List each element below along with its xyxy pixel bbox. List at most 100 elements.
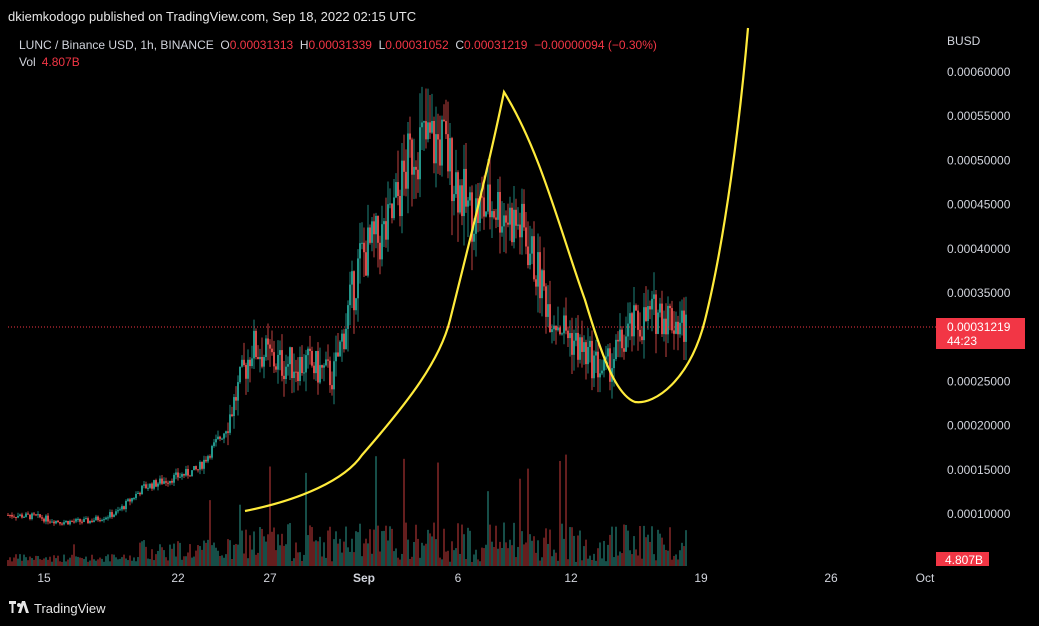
volume-bar bbox=[355, 531, 357, 566]
candle-body bbox=[189, 475, 191, 477]
volume-bar bbox=[185, 556, 187, 566]
volume-bar bbox=[139, 542, 141, 566]
volume-bar bbox=[107, 554, 109, 566]
volume-bar bbox=[533, 536, 535, 566]
volume-bar bbox=[173, 543, 175, 566]
candle-body bbox=[335, 352, 337, 362]
candle-body bbox=[55, 520, 57, 524]
volume-bar bbox=[215, 547, 217, 566]
candle-body bbox=[539, 252, 541, 299]
candle-body bbox=[125, 500, 127, 510]
candle-body bbox=[193, 466, 195, 471]
candle-body bbox=[505, 215, 507, 223]
volume-bar bbox=[455, 548, 457, 566]
volume-bar bbox=[685, 530, 687, 566]
volume-bar bbox=[569, 527, 571, 566]
candle-body bbox=[77, 518, 79, 520]
branding[interactable]: TradingView bbox=[9, 601, 106, 616]
candle-body bbox=[473, 233, 475, 242]
candle-body bbox=[487, 184, 489, 212]
candle-body bbox=[519, 224, 521, 238]
candle-body bbox=[309, 348, 311, 351]
candle-body bbox=[151, 483, 153, 489]
volume-bar bbox=[283, 545, 285, 566]
volume-bar bbox=[299, 552, 301, 566]
candle-body bbox=[307, 348, 309, 356]
volume-bar bbox=[581, 560, 583, 566]
price-axis[interactable]: 0.00060000 0.00055000 0.00050000 0.00045000… bbox=[947, 65, 1011, 521]
candle-body bbox=[259, 356, 261, 360]
candle-body bbox=[211, 445, 213, 458]
time-axis[interactable]: 15 22 27 Sep 6 12 19 26 Oct bbox=[37, 571, 935, 585]
volume-bar bbox=[81, 557, 83, 566]
candle-body bbox=[65, 520, 67, 523]
volume-bar bbox=[427, 529, 429, 566]
candle-body bbox=[105, 517, 107, 520]
candle-body bbox=[287, 364, 289, 367]
candle-body bbox=[225, 431, 227, 434]
volume-bar bbox=[115, 557, 117, 566]
volume-bar bbox=[643, 525, 645, 566]
candle-body bbox=[525, 227, 527, 247]
candle-body bbox=[61, 523, 63, 525]
candle-body bbox=[153, 480, 155, 489]
candle-body bbox=[325, 359, 327, 366]
time-tick-label: 19 bbox=[694, 571, 708, 585]
volume-bar bbox=[521, 531, 523, 566]
volume-bar bbox=[649, 541, 651, 566]
candle-body bbox=[165, 481, 167, 483]
volume-bar bbox=[557, 560, 559, 566]
candle-body bbox=[499, 192, 501, 233]
candle-body bbox=[469, 192, 471, 201]
volume-bar bbox=[179, 542, 181, 566]
volume-bar bbox=[445, 551, 447, 566]
volume-bar bbox=[413, 542, 415, 566]
volume-bar bbox=[667, 550, 669, 566]
candle-body bbox=[645, 307, 647, 321]
volume-bar bbox=[471, 561, 473, 566]
volume-bar bbox=[29, 556, 31, 566]
candle-body bbox=[341, 333, 343, 342]
candle-body bbox=[649, 306, 651, 310]
candle-body bbox=[571, 333, 573, 355]
candle-body bbox=[509, 207, 511, 225]
volume-bar bbox=[601, 558, 603, 566]
volume-bar bbox=[203, 540, 205, 566]
volume-bar bbox=[585, 539, 587, 566]
candle-body bbox=[303, 372, 305, 374]
volume-bar bbox=[501, 547, 503, 566]
candle-body bbox=[247, 359, 249, 379]
candle-body bbox=[461, 185, 463, 217]
candle-body bbox=[357, 258, 359, 299]
volume-bar bbox=[245, 529, 247, 566]
price-tick-label: 0.00035000 bbox=[947, 286, 1011, 300]
volume-bar bbox=[549, 529, 551, 566]
volume-bar bbox=[149, 559, 151, 566]
candle-body bbox=[455, 172, 457, 195]
volume-bar bbox=[151, 549, 153, 566]
volume-bar bbox=[503, 522, 505, 566]
time-tick-label: Sep bbox=[353, 571, 375, 585]
volume-bar bbox=[135, 561, 137, 566]
candle-body bbox=[557, 327, 559, 331]
symbol-label[interactable]: LUNC / Binance USD, 1h, BINANCE bbox=[19, 38, 214, 52]
candle-body bbox=[269, 344, 271, 349]
volume-bar bbox=[435, 539, 437, 566]
volume-bar bbox=[629, 550, 631, 566]
volume-bar bbox=[467, 527, 469, 566]
candle-body bbox=[405, 171, 407, 189]
candle-body bbox=[167, 482, 169, 484]
candle-body bbox=[311, 350, 313, 366]
volume-bar bbox=[397, 557, 399, 566]
candle-body bbox=[267, 338, 269, 345]
candle-body bbox=[447, 134, 449, 172]
volume-bar bbox=[259, 527, 261, 566]
volume-bar bbox=[133, 557, 135, 566]
volume-bar bbox=[35, 555, 37, 566]
volume-bar bbox=[459, 553, 461, 566]
volume-bar bbox=[361, 556, 363, 566]
volume-bar bbox=[477, 559, 479, 566]
volume-bar bbox=[641, 558, 643, 566]
volume-bar bbox=[583, 546, 585, 566]
